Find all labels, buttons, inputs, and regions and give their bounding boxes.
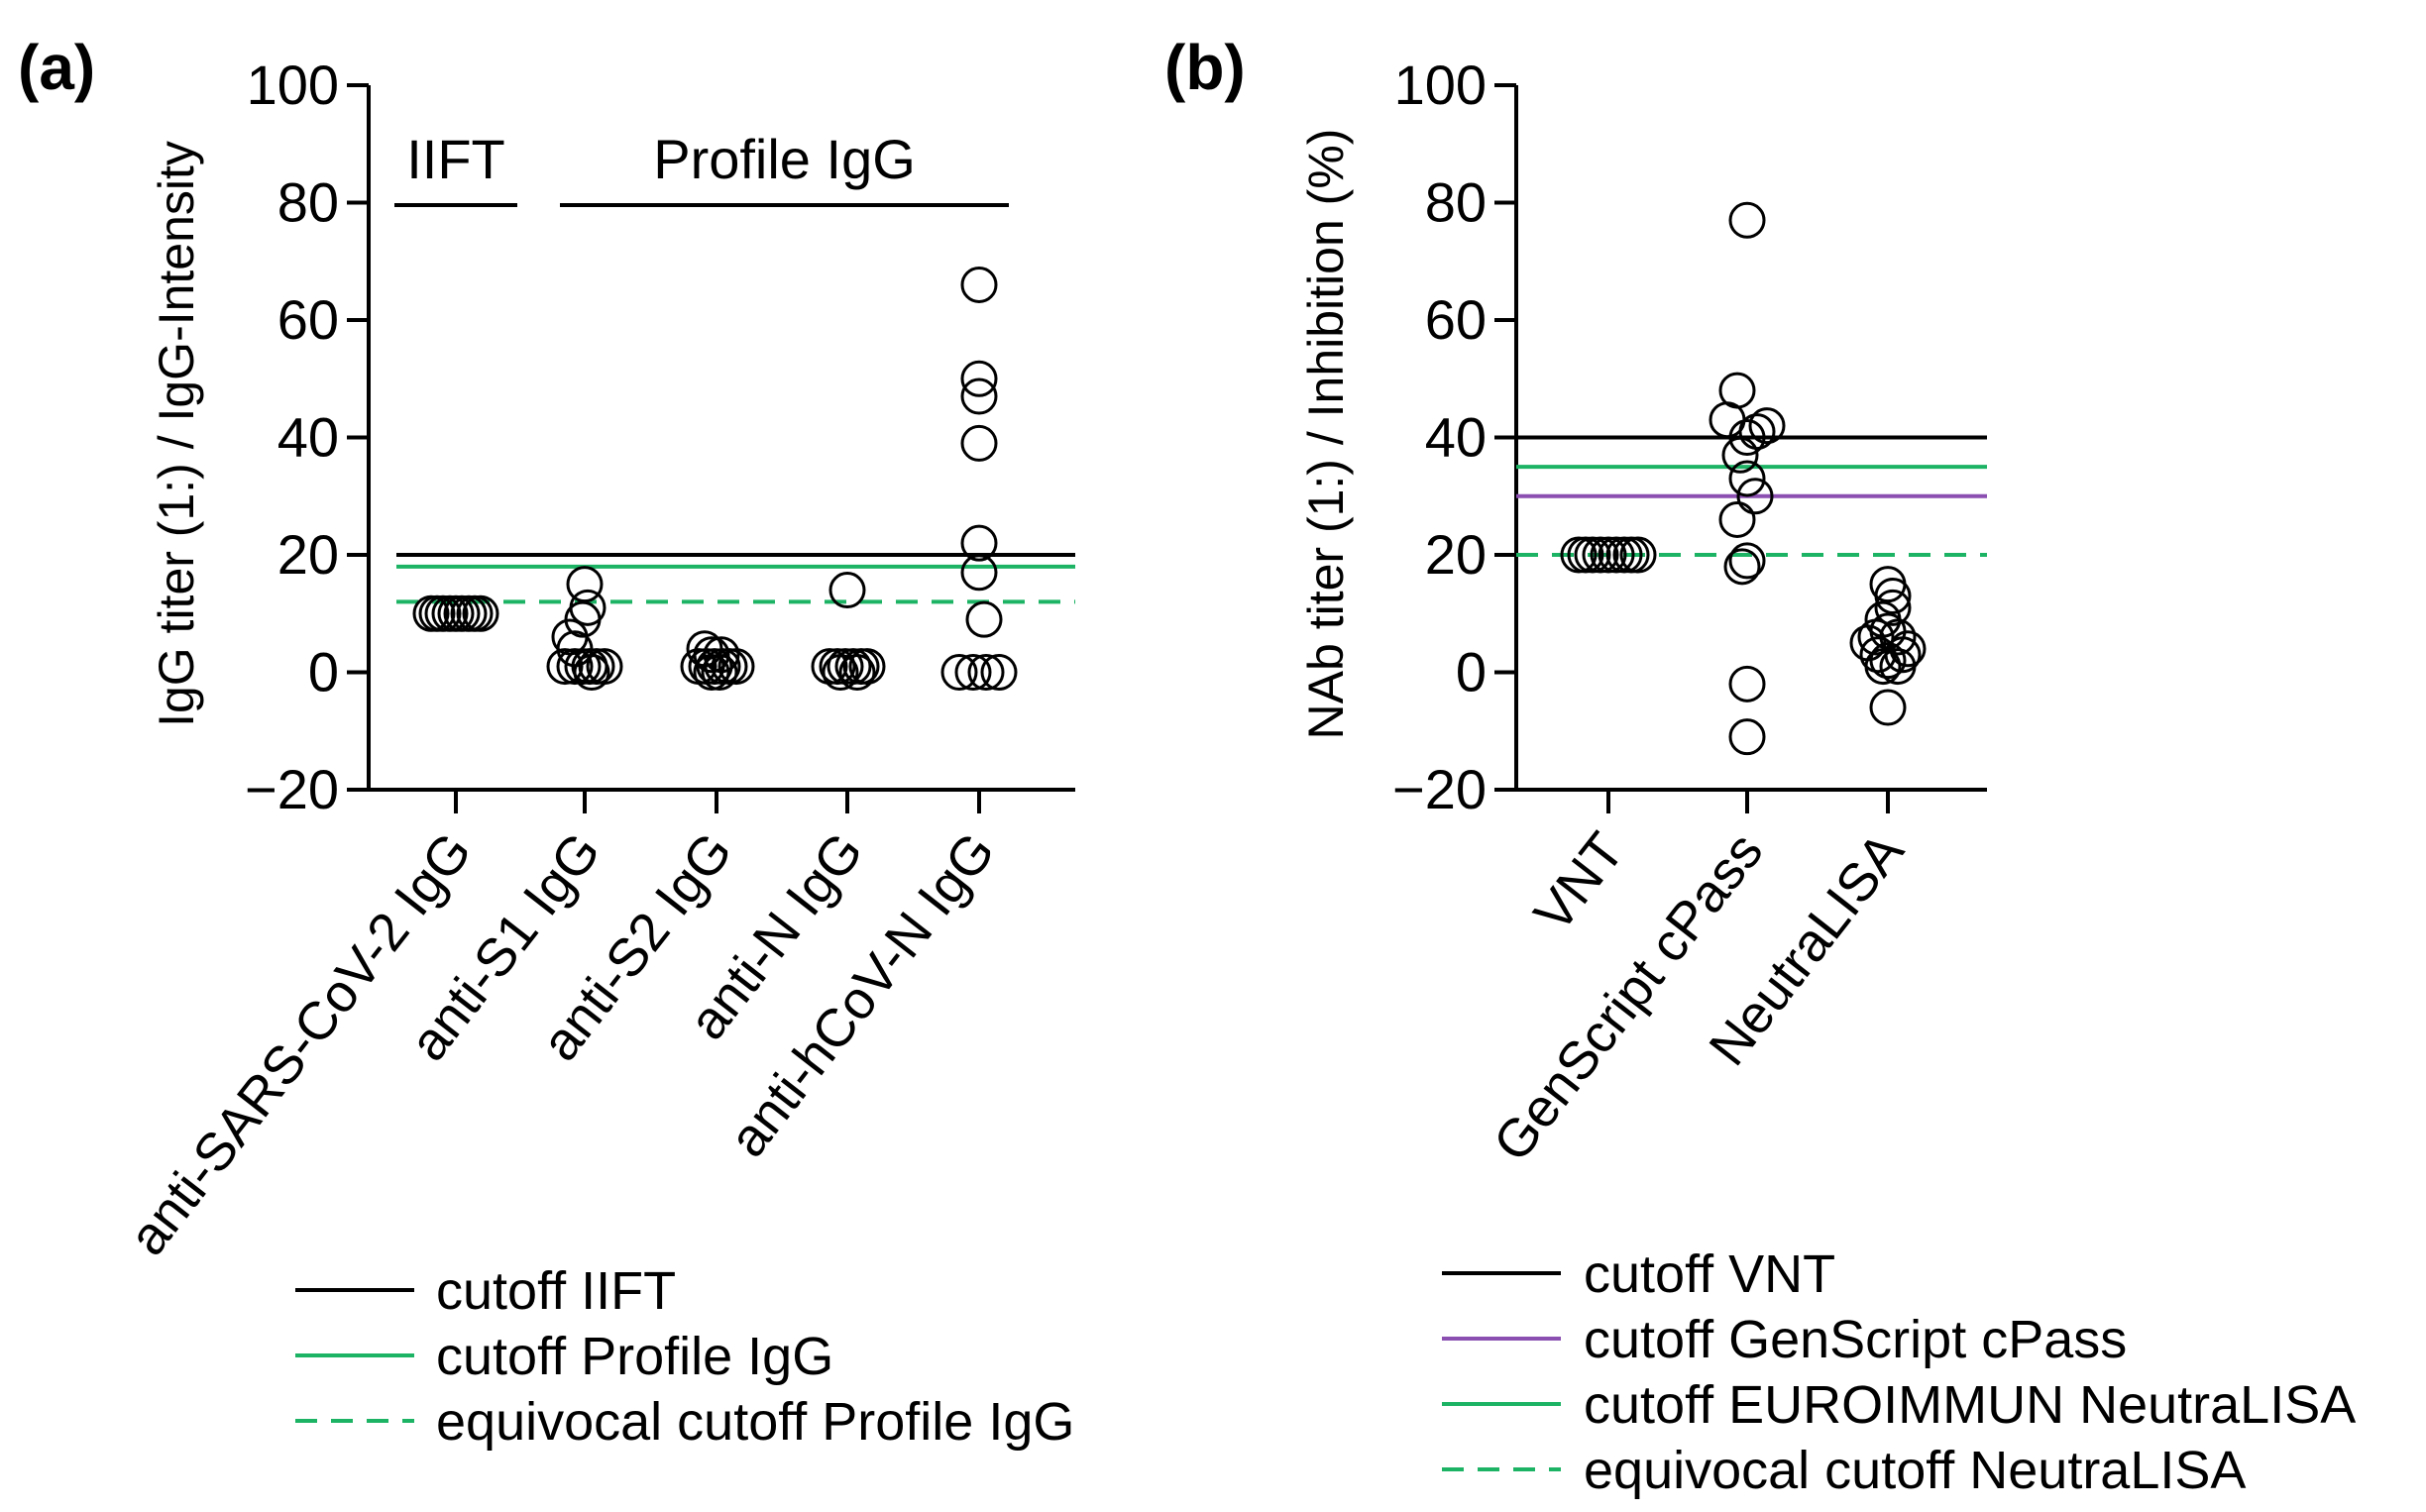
data-point <box>1879 648 1917 686</box>
y-tick-label: 20 <box>1425 523 1487 586</box>
data-point <box>573 654 610 691</box>
data-point <box>462 594 499 632</box>
group-label: IIFT <box>406 128 505 190</box>
data-point <box>1728 542 1766 580</box>
data-point <box>828 572 866 609</box>
data-point <box>960 378 998 415</box>
y-tick-label: 100 <box>1394 54 1487 116</box>
data-point <box>1582 536 1619 574</box>
data-point <box>1864 648 1902 686</box>
legend-label: equivocal cutoff Profile IgG <box>436 1392 1074 1452</box>
data-point <box>1869 642 1907 680</box>
data-point <box>1889 630 1927 668</box>
data-point <box>1874 577 1912 614</box>
y-tick-label: 80 <box>1425 171 1487 234</box>
data-point <box>1728 718 1766 756</box>
data-point <box>960 360 998 397</box>
y-tick-label: 40 <box>277 406 339 469</box>
y-tick-label: 60 <box>277 288 339 351</box>
legend-label: cutoff GenScript cPass <box>1584 1310 2127 1369</box>
data-point <box>822 654 859 691</box>
panel-b-y-axis-label: NAb titer (1:) / Inhibition (%) <box>1298 129 1354 740</box>
panel-b-label: (b) <box>1164 32 1246 103</box>
category-label: VNT <box>1523 821 1636 942</box>
data-point <box>1728 419 1766 456</box>
legend-label: cutoff IIFT <box>436 1261 676 1321</box>
data-point <box>1736 478 1774 515</box>
y-tick-label: −20 <box>245 758 339 820</box>
y-tick-label: 20 <box>277 523 339 586</box>
data-point <box>960 524 998 562</box>
data-point <box>717 648 755 686</box>
panel-a: (a) IgG titer (1:) / IgG-Intensity −20 0 2… <box>18 32 1075 1452</box>
panel-a-label: (a) <box>18 32 95 103</box>
data-point <box>960 424 998 462</box>
data-point <box>546 648 584 686</box>
y-tick-label: 60 <box>1425 288 1487 351</box>
y-tick-label: 0 <box>308 641 339 703</box>
data-point <box>1718 500 1756 538</box>
y-tick-label: 100 <box>247 54 339 116</box>
data-point <box>965 600 1003 638</box>
data-point <box>578 648 615 686</box>
data-point <box>1590 536 1627 574</box>
data-point <box>1723 548 1761 586</box>
data-point <box>1728 201 1766 239</box>
data-point <box>1721 436 1759 474</box>
legend-label: equivocal cutoff NeutraLISA <box>1584 1441 2246 1500</box>
group-label: Profile IgG <box>653 128 916 190</box>
data-point <box>940 654 978 691</box>
data-point <box>1869 689 1907 726</box>
legend-label: cutoff EUROIMMUN NeutraLISA <box>1584 1375 2356 1435</box>
y-tick-label: 80 <box>277 171 339 234</box>
data-point <box>566 566 604 603</box>
data-point <box>960 554 998 592</box>
data-point <box>701 654 738 691</box>
data-point <box>838 654 876 691</box>
data-point <box>1728 460 1766 497</box>
panel-b: (b) NAb titer (1:) / Inhibition (%) −20 0… <box>1164 32 2356 1500</box>
data-point <box>693 654 730 691</box>
data-point <box>1728 665 1766 702</box>
data-point <box>1619 536 1657 574</box>
data-point <box>1748 407 1786 445</box>
data-point <box>1874 589 1912 626</box>
legend-label: cutoff VNT <box>1584 1244 1835 1304</box>
data-point <box>967 654 1005 691</box>
data-point <box>1857 618 1895 656</box>
data-point <box>1574 536 1611 574</box>
y-tick-label: 0 <box>1456 641 1487 703</box>
y-tick-label: 40 <box>1425 406 1487 469</box>
data-point <box>960 266 998 303</box>
data-point <box>1598 536 1635 574</box>
data-point <box>848 648 886 686</box>
y-tick-label: −20 <box>1392 758 1487 820</box>
data-point <box>556 648 594 686</box>
legend-label: cutoff Profile IgG <box>436 1327 833 1386</box>
data-point <box>980 654 1018 691</box>
panel-a-y-axis-label: IgG titer (1:) / IgG-Intensity <box>149 141 204 727</box>
data-point <box>696 648 733 686</box>
data-point <box>819 648 856 686</box>
data-point <box>954 654 992 691</box>
